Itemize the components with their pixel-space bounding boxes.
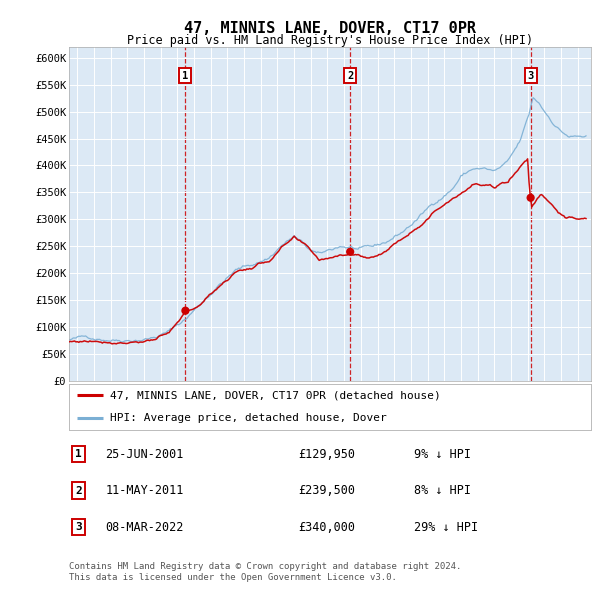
Point	[526, 193, 535, 202]
Point	[346, 247, 355, 257]
Text: 08-MAR-2022: 08-MAR-2022	[106, 520, 184, 533]
Text: 9% ↓ HPI: 9% ↓ HPI	[413, 448, 470, 461]
Text: £129,950: £129,950	[299, 448, 356, 461]
Text: 2: 2	[347, 71, 353, 80]
Text: Price paid vs. HM Land Registry's House Price Index (HPI): Price paid vs. HM Land Registry's House …	[127, 34, 533, 47]
Text: 3: 3	[527, 71, 534, 80]
Text: £239,500: £239,500	[299, 484, 356, 497]
Text: 47, MINNIS LANE, DOVER, CT17 0PR (detached house): 47, MINNIS LANE, DOVER, CT17 0PR (detach…	[110, 391, 440, 401]
Text: This data is licensed under the Open Government Licence v3.0.: This data is licensed under the Open Gov…	[69, 573, 397, 582]
Text: 25-JUN-2001: 25-JUN-2001	[106, 448, 184, 461]
Text: 29% ↓ HPI: 29% ↓ HPI	[413, 520, 478, 533]
Text: 1: 1	[75, 449, 82, 459]
Text: 1: 1	[182, 71, 188, 80]
Text: 8% ↓ HPI: 8% ↓ HPI	[413, 484, 470, 497]
Text: 2: 2	[75, 486, 82, 496]
Text: 47, MINNIS LANE, DOVER, CT17 0PR: 47, MINNIS LANE, DOVER, CT17 0PR	[184, 21, 476, 35]
Text: HPI: Average price, detached house, Dover: HPI: Average price, detached house, Dove…	[110, 412, 386, 422]
Point	[181, 306, 190, 316]
Text: £340,000: £340,000	[299, 520, 356, 533]
Text: 3: 3	[75, 522, 82, 532]
Text: Contains HM Land Registry data © Crown copyright and database right 2024.: Contains HM Land Registry data © Crown c…	[69, 562, 461, 571]
Text: 11-MAY-2011: 11-MAY-2011	[106, 484, 184, 497]
